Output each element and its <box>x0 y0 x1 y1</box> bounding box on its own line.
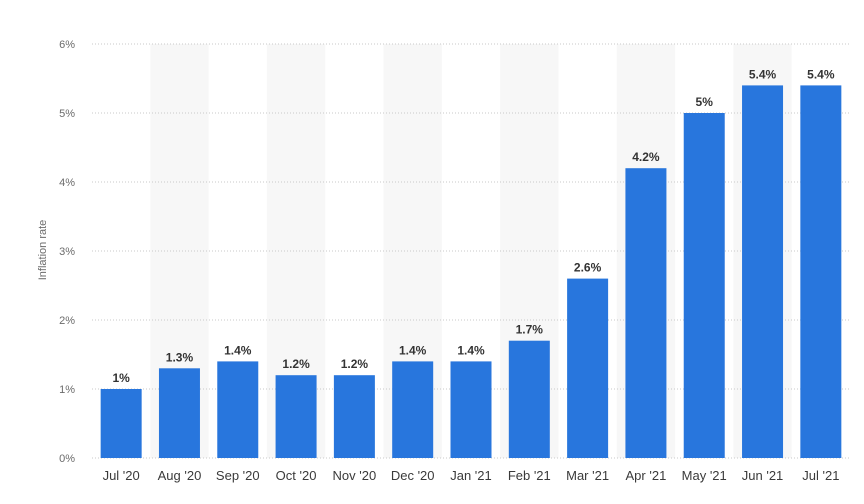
y-tick-label: 4% <box>59 177 75 189</box>
bar[interactable] <box>217 361 259 458</box>
bar[interactable] <box>392 361 434 458</box>
x-tick-label: Apr '21 <box>626 468 667 483</box>
data-label: 1.4% <box>399 343 427 357</box>
x-tick-label: May '21 <box>682 468 727 483</box>
bar[interactable] <box>333 375 375 458</box>
x-tick-label: Aug '20 <box>158 468 202 483</box>
y-tick-label: 2% <box>59 315 75 327</box>
x-tick-label: Jul '20 <box>103 468 140 483</box>
x-tick-label: Feb '21 <box>508 468 551 483</box>
x-tick-label: Jan '21 <box>450 468 492 483</box>
data-label: 4.2% <box>632 150 660 164</box>
data-label: 1.2% <box>282 357 310 371</box>
bar[interactable] <box>450 361 492 458</box>
x-tick-label: Sep '20 <box>216 468 260 483</box>
data-label: 1.4% <box>457 343 485 357</box>
data-label: 1.2% <box>341 357 369 371</box>
bar[interactable] <box>625 168 667 458</box>
data-label: 5.4% <box>749 67 777 81</box>
y-axis-label: Inflation rate <box>37 220 49 281</box>
x-tick-label: Nov '20 <box>333 468 377 483</box>
data-label: 5.4% <box>807 67 835 81</box>
data-label: 5% <box>696 95 714 109</box>
x-tick-label: Oct '20 <box>276 468 317 483</box>
y-axis-ticks: 0% 1% 2% 3% 4% 5% 6% <box>59 39 75 465</box>
y-tick-label: 0% <box>59 453 75 465</box>
data-label: 1.4% <box>224 343 252 357</box>
bar[interactable] <box>508 340 550 458</box>
bar[interactable] <box>275 375 317 458</box>
bar[interactable] <box>742 85 784 459</box>
x-tick-label: Jun '21 <box>742 468 784 483</box>
x-tick-label: Mar '21 <box>566 468 609 483</box>
y-tick-label: 6% <box>59 39 75 51</box>
data-label: 1.7% <box>516 323 544 337</box>
data-label: 1% <box>112 371 130 385</box>
bar[interactable] <box>158 368 200 458</box>
bar[interactable] <box>683 113 725 458</box>
bars <box>100 85 842 459</box>
bar[interactable] <box>567 278 609 458</box>
data-label: 1.3% <box>166 350 194 364</box>
y-tick-label: 5% <box>59 108 75 120</box>
data-labels: 1% 1.3% 1.4% 1.2% 1.2% 1.4% 1.4% 1.7% 2.6% 4.2% 5%… <box>112 67 834 385</box>
y-tick-label: 1% <box>59 384 75 396</box>
x-tick-label: Dec '20 <box>391 468 435 483</box>
bar[interactable] <box>100 389 142 458</box>
x-axis-ticks: Jul '20 Aug '20 Sep '20 Oct '20 Nov '20 Dec '… <box>103 468 840 483</box>
y-tick-label: 3% <box>59 246 75 258</box>
x-tick-label: Jul '21 <box>802 468 839 483</box>
bar[interactable] <box>800 85 842 459</box>
data-label: 2.6% <box>574 261 602 275</box>
